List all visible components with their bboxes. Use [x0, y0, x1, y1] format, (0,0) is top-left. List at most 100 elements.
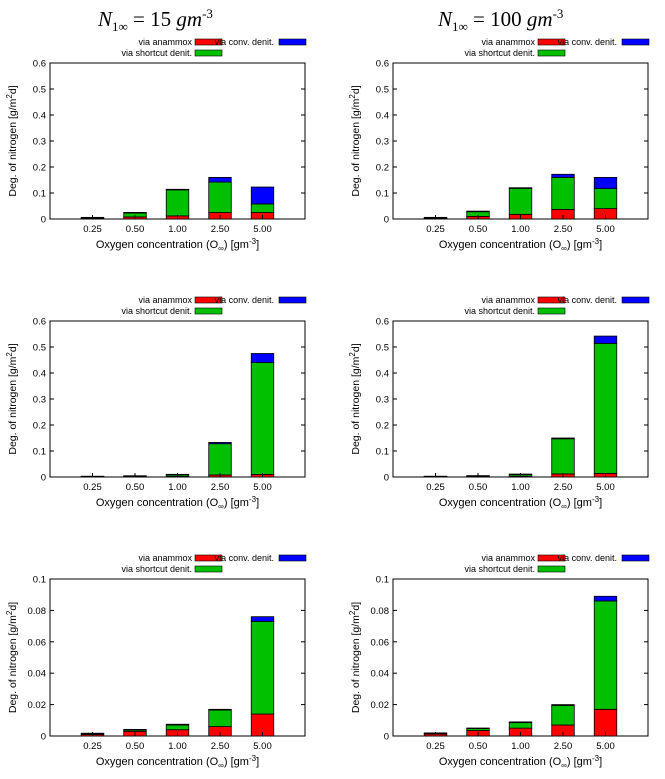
legend-label-anammox: via anammox [481, 295, 535, 305]
y-tick-label: 0.1 [376, 447, 389, 458]
bar-conv-2.50 [551, 173, 575, 178]
y-tick-label: 0.3 [33, 137, 46, 148]
x-tick-label: 0.50 [126, 224, 145, 235]
y-tick-label: 0.1 [33, 189, 46, 200]
x-tick-label: 2.50 [211, 741, 230, 752]
y-tick-label: 0 [384, 215, 389, 226]
legend-label-shortcut: via shortcut denit. [121, 306, 192, 316]
legend-swatch-shortcut [194, 307, 223, 315]
y-tick-label: 0.08 [28, 606, 47, 617]
y-tick-label: 0.6 [376, 317, 389, 328]
x-tick-label: 5.00 [253, 741, 272, 752]
x-tick-label: 0.25 [83, 224, 102, 235]
legend-swatch-conv [278, 296, 307, 304]
x-axis-label: Oxygen concentration (O∞) [gm-3] [96, 495, 259, 511]
y-tick-label: 0.2 [376, 421, 389, 432]
legend-swatch-shortcut [537, 565, 566, 573]
x-tick-label: 5.00 [253, 224, 272, 235]
x-tick-label: 1.00 [511, 482, 530, 493]
legend-label-shortcut: via shortcut denit. [121, 48, 192, 58]
legend-swatch-conv [278, 38, 307, 46]
bar-conv-5.00 [593, 176, 618, 189]
y-axis-label: Deg. of nitrogen [g/m2d] [348, 343, 362, 454]
y-tick-label: 0.06 [371, 637, 390, 648]
bar-shortcut-5.00 [593, 600, 618, 710]
x-axis-label: Oxygen concentration (O∞) [gm-3] [96, 237, 259, 253]
y-tick-label: 0.04 [371, 669, 390, 680]
legend-label-shortcut: via shortcut denit. [464, 48, 535, 58]
y-tick-label: 0.5 [376, 343, 389, 354]
title-subscript: 1∞ [112, 19, 128, 35]
bar-conv-5.00 [250, 186, 275, 205]
bar-conv-0.50 [466, 210, 490, 213]
legend-label-anammox: via anammox [138, 295, 192, 305]
legend-swatch-shortcut [537, 307, 566, 315]
y-tick-label: 0.02 [371, 700, 390, 711]
legend-label-anammox: via anammox [481, 37, 535, 47]
y-tick-label: 0.5 [376, 85, 389, 96]
x-tick-label: 1.00 [168, 741, 187, 752]
y-tick-label: 0.3 [376, 395, 389, 406]
legend-label-conv: via conv. denit. [558, 295, 617, 305]
x-tick-label: 0.25 [83, 482, 102, 493]
legend-label-anammox: via anammox [481, 553, 535, 563]
x-axis-label: Oxygen concentration (O∞) [gm-3] [96, 754, 259, 770]
legend-swatch-anammox [537, 554, 566, 562]
x-tick-label: 2.50 [554, 741, 573, 752]
x-tick-label: 1.00 [511, 741, 530, 752]
x-tick-label: 0.50 [469, 482, 488, 493]
bar-conv-0.50 [123, 212, 147, 214]
y-tick-label: 0 [41, 473, 46, 484]
y-tick-label: 0.6 [376, 59, 389, 70]
title-unit: gm [521, 7, 553, 31]
legend-swatch-shortcut [537, 49, 566, 57]
x-tick-label: 1.00 [511, 224, 530, 235]
x-tick-label: 2.50 [211, 224, 230, 235]
y-tick-label: 0.4 [376, 111, 389, 122]
bar-conv-2.50 [551, 704, 575, 706]
y-tick-label: 0.3 [376, 137, 389, 148]
y-tick-label: 0 [384, 732, 389, 743]
y-tick-label: 0.4 [33, 369, 46, 380]
title-unit: gm [171, 7, 203, 31]
legend-label-conv: via conv. denit. [215, 295, 274, 305]
x-tick-label: 2.50 [554, 482, 573, 493]
x-tick-label: 0.25 [426, 224, 445, 235]
title-symbol: N [438, 7, 453, 31]
y-axis-label: Deg. of nitrogen [g/m2d] [5, 602, 19, 713]
x-tick-label: 5.00 [253, 482, 272, 493]
y-axis-label: Deg. of nitrogen [g/m2d] [348, 85, 362, 196]
x-tick-label: 5.00 [596, 482, 615, 493]
y-tick-label: 0.2 [33, 421, 46, 432]
y-tick-label: 0.08 [371, 606, 390, 617]
y-tick-label: 0.1 [33, 447, 46, 458]
title-equals: = [127, 7, 151, 31]
bar-conv-1.00 [165, 723, 190, 726]
bar-conv-1.00 [508, 721, 533, 724]
x-tick-label: 0.25 [83, 741, 102, 752]
legend-label-conv: via conv. denit. [558, 553, 617, 563]
y-tick-label: 0.5 [33, 85, 46, 96]
x-tick-label: 5.00 [596, 741, 615, 752]
y-tick-label: 0.4 [33, 111, 46, 122]
title-equals: = [467, 7, 491, 31]
legend-swatch-shortcut [194, 565, 223, 573]
y-tick-label: 0 [41, 215, 46, 226]
title-subscript: 1∞ [452, 19, 468, 35]
y-tick-label: 0.06 [28, 637, 47, 648]
x-axis-label: Oxygen concentration (O∞) [gm-3] [439, 754, 602, 770]
legend-label-shortcut: via shortcut denit. [464, 564, 535, 574]
legend-swatch-shortcut [194, 49, 223, 57]
y-tick-label: 0.02 [28, 700, 47, 711]
bar-conv-5.00 [250, 616, 275, 622]
legend-swatch-anammox [194, 554, 223, 562]
legend-swatch-anammox [537, 296, 566, 304]
y-tick-label: 0 [384, 473, 389, 484]
legend-swatch-conv [621, 296, 650, 304]
y-tick-label: 0.04 [28, 669, 47, 680]
bar-conv-2.50 [208, 442, 232, 445]
